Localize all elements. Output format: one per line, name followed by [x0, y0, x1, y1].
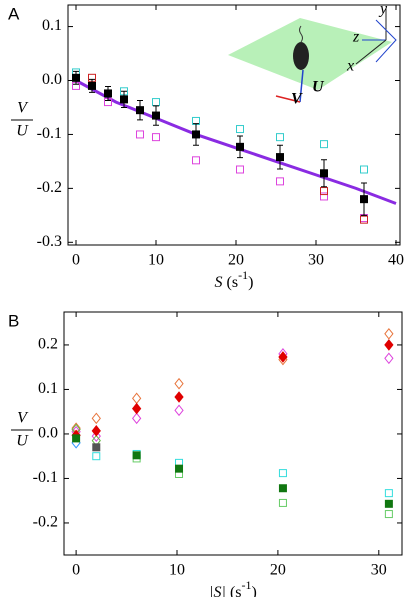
- inset-label: x: [346, 58, 354, 75]
- y-tick-label: 0.0: [38, 425, 58, 442]
- square-marker: [320, 192, 328, 201]
- x-label-part: (s: [226, 584, 242, 597]
- square-marker: [236, 142, 244, 151]
- diamond-marker: [384, 352, 394, 365]
- square-marker: [152, 133, 160, 142]
- x-tick-label: 0: [72, 562, 80, 579]
- diamond-marker: [174, 404, 184, 417]
- plot-frame: [63, 311, 403, 556]
- square-marker: [320, 187, 328, 196]
- square-marker: [72, 434, 81, 443]
- y-tick-label: 0.1: [42, 17, 62, 34]
- square-marker: [360, 165, 368, 174]
- x-tick-label: 10: [169, 562, 185, 579]
- square-marker: [278, 469, 287, 478]
- y-tick-label: 0.2: [38, 336, 58, 353]
- square-marker: [192, 156, 200, 165]
- square-marker: [192, 130, 200, 139]
- tether: [299, 25, 303, 43]
- particle: [293, 42, 309, 70]
- x-tick-label: 40: [388, 252, 404, 269]
- square-marker: [276, 153, 284, 162]
- square-marker: [175, 464, 184, 473]
- y-tick-label: -0.3: [37, 233, 62, 250]
- square-marker: [152, 98, 160, 107]
- y-tick-label: -0.2: [37, 179, 62, 196]
- square-marker: [88, 81, 96, 90]
- y-label-denominator: U: [16, 123, 29, 140]
- panel-label: B: [8, 311, 19, 330]
- y-tick-label: -0.1: [33, 469, 58, 486]
- diamond-marker: [91, 425, 101, 437]
- square-marker: [278, 498, 287, 507]
- square-marker: [120, 95, 128, 104]
- square-marker: [360, 215, 368, 224]
- inset-label: z: [352, 29, 360, 46]
- diamond-marker: [132, 412, 142, 425]
- inset-diagram: [228, 8, 397, 103]
- square-marker: [236, 165, 244, 174]
- arrow-u: [299, 69, 304, 103]
- shear-profile: [375, 19, 397, 63]
- square-marker: [384, 510, 393, 519]
- square-marker: [72, 73, 80, 82]
- square-marker: [360, 195, 368, 204]
- diamond-marker: [132, 392, 142, 405]
- diamond-marker: [132, 402, 142, 415]
- inset-label: y: [378, 1, 388, 18]
- square-marker: [276, 177, 284, 186]
- x-label-part: S: [215, 274, 223, 291]
- x-label-part: ): [248, 274, 253, 291]
- square-marker: [320, 140, 328, 149]
- axis-x: [355, 39, 387, 65]
- y-tick-label: 0.0: [42, 71, 62, 88]
- diamond-marker: [384, 328, 394, 340]
- square-marker: [384, 489, 393, 498]
- square-marker: [278, 484, 287, 493]
- square-marker: [92, 443, 101, 452]
- diamond-marker: [278, 351, 288, 363]
- y-label-numerator: V: [17, 100, 29, 117]
- plane: [228, 18, 392, 90]
- y-tick-label: 0.1: [38, 380, 58, 397]
- diamond-marker: [91, 430, 101, 442]
- y-label-denominator: U: [16, 433, 29, 450]
- plot-frame: [67, 4, 401, 246]
- arrow-v: [275, 95, 301, 103]
- diamond-marker: [384, 339, 394, 351]
- x-tick-label: 20: [228, 252, 244, 269]
- square-marker: [236, 125, 244, 134]
- panel-label: A: [8, 4, 20, 23]
- x-label-part: ): [252, 584, 257, 597]
- y-label-numerator: V: [17, 410, 29, 427]
- x-label: S (s-1): [215, 268, 254, 291]
- x-tick-label: 30: [371, 562, 387, 579]
- x-tick-label: 10: [148, 252, 164, 269]
- diamond-marker: [174, 391, 184, 403]
- square-marker: [136, 130, 144, 139]
- x-label-part: -1: [242, 578, 252, 592]
- inset-label: V: [291, 91, 303, 108]
- x-label-part: (s: [223, 274, 239, 291]
- square-marker: [104, 89, 112, 98]
- y-tick-label: -0.2: [33, 514, 58, 531]
- x-label-part: -1: [238, 268, 248, 282]
- diamond-marker: [91, 412, 101, 425]
- x-tick-label: 20: [270, 562, 286, 579]
- square-marker: [136, 106, 144, 115]
- diamond-marker: [174, 377, 184, 390]
- square-marker: [132, 451, 141, 460]
- x-tick-label: 30: [308, 252, 324, 269]
- x-tick-label: 0: [72, 252, 80, 269]
- square-marker: [384, 499, 393, 508]
- x-label: |S| (s-1): [209, 578, 257, 597]
- square-marker: [320, 169, 328, 178]
- square-marker: [152, 111, 160, 120]
- x-label-part: |S|: [209, 584, 226, 597]
- square-marker: [276, 133, 284, 142]
- square-marker: [92, 452, 101, 461]
- inset-label: U: [312, 79, 325, 96]
- y-tick-label: -0.1: [37, 125, 62, 142]
